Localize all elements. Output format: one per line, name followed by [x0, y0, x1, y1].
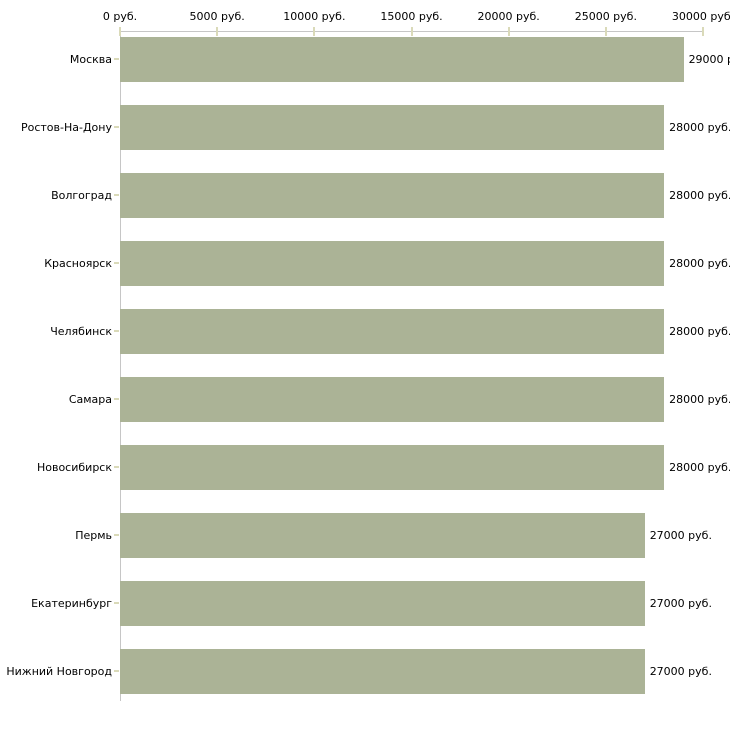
bar: [120, 37, 684, 82]
x-axis-tick: [313, 27, 316, 36]
bar-row: Москва 29000 руб.: [70, 33, 730, 101]
x-axis-tick: [216, 27, 219, 36]
category-label: Самара: [68, 393, 112, 406]
category-tick: [114, 670, 119, 672]
value-label: 29000 руб.: [688, 53, 730, 66]
x-axis-tick: [604, 27, 607, 36]
value-label: 28000 руб.: [669, 325, 730, 338]
bar-row: Нижний Новгород 27000 руб.: [6, 645, 730, 713]
bar-row: Челябинск 28000 руб.: [50, 305, 730, 373]
category-tick: [114, 534, 119, 536]
category-label: Ростов-На-Дону: [20, 121, 112, 134]
x-axis-tick-label: 15000 руб.: [380, 10, 443, 23]
category-label: Волгоград: [51, 189, 112, 202]
category-label: Екатеринбург: [31, 597, 112, 610]
category-tick: [114, 466, 119, 468]
category-label: Красноярск: [44, 257, 112, 270]
value-label: 28000 руб.: [669, 121, 730, 134]
bar: [120, 649, 645, 694]
category-tick: [114, 126, 119, 128]
category-label: Новосибирск: [36, 461, 112, 474]
category-label: Нижний Новгород: [6, 665, 112, 678]
value-label: 28000 руб.: [669, 393, 730, 406]
value-label: 27000 руб.: [649, 529, 712, 542]
bar: [120, 513, 645, 558]
x-axis-tick-label: 20000 руб.: [477, 10, 540, 23]
value-label: 28000 руб.: [669, 461, 730, 474]
bar: [120, 241, 665, 286]
value-label: 27000 руб.: [649, 597, 712, 610]
x-axis-tick-label: 30000 руб.: [671, 10, 730, 23]
x-axis-tick: [507, 27, 510, 36]
bar-row: Пермь 27000 руб.: [75, 509, 730, 577]
value-label: 28000 руб.: [669, 257, 730, 270]
bar-rows: Москва 29000 руб. Ростов-На-Дону 28000 р…: [6, 33, 730, 713]
category-tick: [114, 262, 119, 264]
category-label: Москва: [69, 53, 112, 66]
category-tick: [114, 330, 119, 332]
x-axis-tick-label: 10000 руб.: [283, 10, 346, 23]
category-label: Челябинск: [50, 325, 112, 338]
category-label: Пермь: [75, 529, 112, 542]
bar: [120, 377, 665, 422]
value-label: 28000 руб.: [669, 189, 730, 202]
bar-row: Ростов-На-Дону 28000 руб.: [21, 101, 730, 169]
y-axis-line: [120, 31, 121, 701]
bar: [120, 445, 665, 490]
bar: [120, 581, 645, 626]
bar-row: Новосибирск 28000 руб.: [37, 441, 730, 509]
category-tick: [114, 58, 119, 60]
bar: [120, 173, 665, 218]
bar-row: Красноярск 28000 руб.: [44, 237, 730, 305]
x-axis-tick-label: 5000 руб.: [189, 10, 245, 23]
bar: [120, 105, 665, 150]
category-tick: [114, 602, 119, 604]
bar-row: Волгоград 28000 руб.: [51, 169, 730, 237]
category-tick: [114, 398, 119, 400]
x-axis-tick-label: 0 руб.: [102, 10, 138, 23]
x-axis-tick-label: 25000 руб.: [574, 10, 637, 23]
x-axis-tick: [119, 27, 121, 36]
bar-row: Самара 28000 руб.: [69, 373, 730, 441]
x-axis-tick: [702, 27, 704, 36]
bar: [120, 309, 665, 354]
value-label: 27000 руб.: [649, 665, 712, 678]
x-axis-tick: [410, 27, 413, 36]
category-tick: [114, 194, 119, 196]
bar-row: Екатеринбург 27000 руб.: [31, 577, 730, 645]
